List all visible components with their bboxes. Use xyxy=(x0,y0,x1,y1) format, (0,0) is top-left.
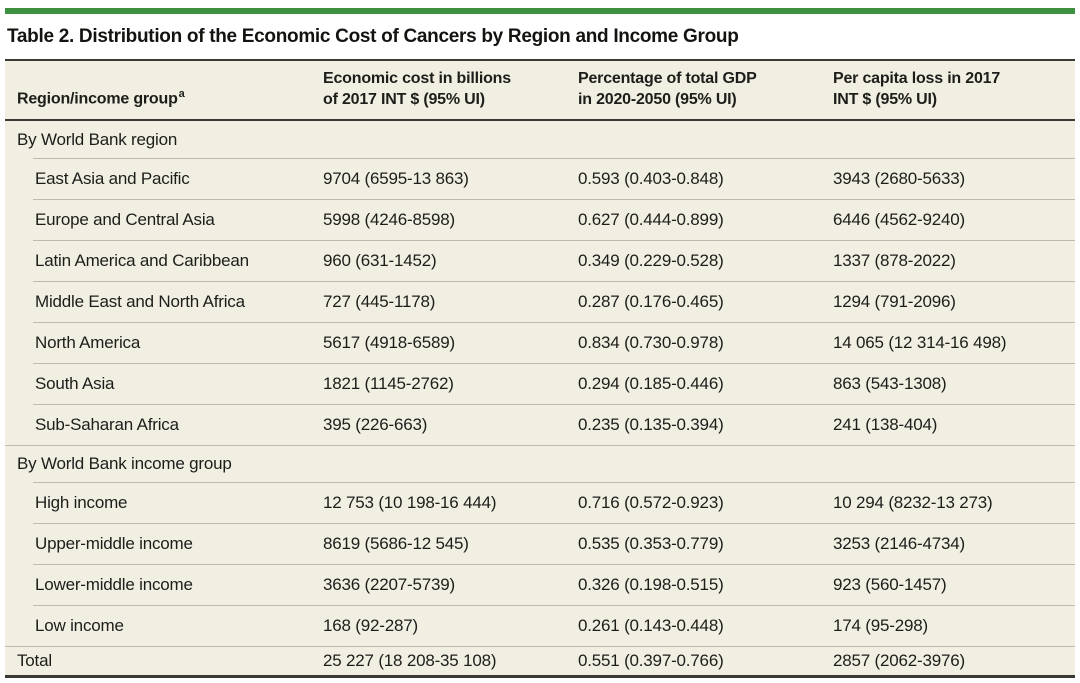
cell-per-capita-loss: 3253 (2146-4734) xyxy=(833,533,965,553)
cell-economic-cost: 168 (92-287) xyxy=(323,615,418,635)
table-accent-bar xyxy=(5,8,1075,14)
cell-economic-cost: 727 (445-1178) xyxy=(323,291,436,311)
cell-region: East Asia and Pacific xyxy=(35,168,190,188)
cell-economic-cost: 5998 (4246-8598) xyxy=(323,209,455,229)
cell-economic-cost: 5617 (4918-6589) xyxy=(323,332,455,352)
cell-region: South Asia xyxy=(35,373,115,393)
column-header-region-label: Region/income group xyxy=(17,90,178,108)
header-line: Per capita loss in 2017 xyxy=(833,70,1001,88)
section-header-label: By World Bank income group xyxy=(17,453,232,473)
cell-gdp-percentage: 0.349 (0.229-0.528) xyxy=(578,250,724,270)
total-row: Total 25 227 (18 208-35 108) 0.551 (0.39… xyxy=(5,646,1075,675)
cell-gdp-percentage: 0.716 (0.572-0.923) xyxy=(578,492,724,512)
cell-per-capita-loss: 923 (560-1457) xyxy=(833,574,947,594)
cell-gdp-percentage: 0.535 (0.353-0.779) xyxy=(578,533,724,553)
cell-gdp-percentage: 0.294 (0.185-0.446) xyxy=(578,373,724,393)
table-title: Table 2. Distribution of the Economic Co… xyxy=(7,26,739,47)
cell-per-capita-loss: 863 (543-1308) xyxy=(833,373,947,393)
cell-total-label: Total xyxy=(17,650,52,670)
header-line: INT $ (95% UI) xyxy=(833,90,937,108)
cell-region: North America xyxy=(35,332,141,352)
footnote-marker-a: a xyxy=(178,88,185,101)
cell-per-capita-loss: 241 (138-404) xyxy=(833,414,938,434)
cell-income-group: Low income xyxy=(35,615,124,635)
table-row: High income 12 753 (10 198-16 444) 0.716… xyxy=(5,482,1075,523)
table-card: Table 2. Distribution of the Economic Co… xyxy=(5,8,1075,678)
cell-gdp-percentage: 0.326 (0.198-0.515) xyxy=(578,574,724,594)
empty-cell xyxy=(578,445,833,482)
table-row: Lower-middle income 3636 (2207-5739) 0.3… xyxy=(5,564,1075,605)
cell-gdp-percentage: 0.834 (0.730-0.978) xyxy=(578,332,724,352)
column-header-region: Region/income groupa xyxy=(5,61,323,119)
cell-per-capita-loss: 14 065 (12 314-16 498) xyxy=(833,332,1007,352)
header-line: in 2020-2050 (95% UI) xyxy=(578,90,737,108)
section-header-income-group: By World Bank income group xyxy=(5,445,1075,482)
cell-economic-cost: 9704 (6595-13 863) xyxy=(323,168,469,188)
table-row: North America 5617 (4918-6589) 0.834 (0.… xyxy=(5,322,1075,363)
cell-gdp-percentage: 0.287 (0.176-0.465) xyxy=(578,291,724,311)
table-row: Sub-Saharan Africa 395 (226-663) 0.235 (… xyxy=(5,404,1075,445)
cell-economic-cost: 3636 (2207-5739) xyxy=(323,574,455,594)
table-row: Low income 168 (92-287) 0.261 (0.143-0.4… xyxy=(5,605,1075,646)
table-row: South Asia 1821 (1145-2762) 0.294 (0.185… xyxy=(5,363,1075,404)
cell-total-gdp-percentage: 0.551 (0.397-0.766) xyxy=(578,650,724,670)
cell-income-group: Upper-middle income xyxy=(35,533,193,553)
cell-region: Europe and Central Asia xyxy=(35,209,215,229)
empty-cell xyxy=(833,445,1075,482)
header-line: Economic cost in billions xyxy=(323,70,511,88)
data-table: Region/income groupa Economic cost in bi… xyxy=(5,59,1075,678)
cell-income-group: High income xyxy=(35,492,128,512)
column-header-gdp-percentage: Percentage of total GDP in 2020-2050 (95%… xyxy=(578,61,833,119)
cell-region: Middle East and North Africa xyxy=(35,291,245,311)
cell-per-capita-loss: 174 (95-298) xyxy=(833,615,928,635)
column-header-economic-cost: Economic cost in billions of 2017 INT $ (… xyxy=(323,61,578,119)
cell-region: Sub-Saharan Africa xyxy=(35,414,179,434)
empty-cell xyxy=(323,445,578,482)
table-row: Middle East and North Africa 727 (445-11… xyxy=(5,281,1075,322)
header-line: of 2017 INT $ (95% UI) xyxy=(323,90,485,108)
cell-gdp-percentage: 0.261 (0.143-0.448) xyxy=(578,615,724,635)
table-row: Europe and Central Asia 5998 (4246-8598)… xyxy=(5,199,1075,240)
cell-total-economic-cost: 25 227 (18 208-35 108) xyxy=(323,650,497,670)
cell-total-per-capita-loss: 2857 (2062-3976) xyxy=(833,650,965,670)
cell-region: Latin America and Caribbean xyxy=(35,250,249,270)
cell-per-capita-loss: 10 294 (8232-13 273) xyxy=(833,492,993,512)
table-header-row: Region/income groupa Economic cost in bi… xyxy=(5,61,1075,121)
section-header-region: By World Bank region xyxy=(5,121,1075,158)
cell-per-capita-loss: 6446 (4562-9240) xyxy=(833,209,965,229)
empty-cell xyxy=(323,121,578,158)
table-row: Latin America and Caribbean 960 (631-145… xyxy=(5,240,1075,281)
table-row: East Asia and Pacific 9704 (6595-13 863)… xyxy=(5,158,1075,199)
column-header-per-capita-loss: Per capita loss in 2017 INT $ (95% UI) xyxy=(833,61,1075,119)
cell-income-group: Lower-middle income xyxy=(35,574,193,594)
empty-cell xyxy=(833,121,1075,158)
header-line: Percentage of total GDP xyxy=(578,70,757,88)
cell-gdp-percentage: 0.593 (0.403-0.848) xyxy=(578,168,724,188)
table-row: Upper-middle income 8619 (5686-12 545) 0… xyxy=(5,523,1075,564)
cell-gdp-percentage: 0.235 (0.135-0.394) xyxy=(578,414,724,434)
cell-per-capita-loss: 1337 (878-2022) xyxy=(833,250,956,270)
cell-economic-cost: 12 753 (10 198-16 444) xyxy=(323,492,497,512)
cell-economic-cost: 1821 (1145-2762) xyxy=(323,373,454,393)
cell-economic-cost: 960 (631-1452) xyxy=(323,250,437,270)
section-header-label: By World Bank region xyxy=(17,129,178,149)
cell-per-capita-loss: 3943 (2680-5633) xyxy=(833,168,965,188)
cell-economic-cost: 395 (226-663) xyxy=(323,414,428,434)
empty-cell xyxy=(578,121,833,158)
cell-economic-cost: 8619 (5686-12 545) xyxy=(323,533,469,553)
cell-gdp-percentage: 0.627 (0.444-0.899) xyxy=(578,209,724,229)
cell-per-capita-loss: 1294 (791-2096) xyxy=(833,291,956,311)
